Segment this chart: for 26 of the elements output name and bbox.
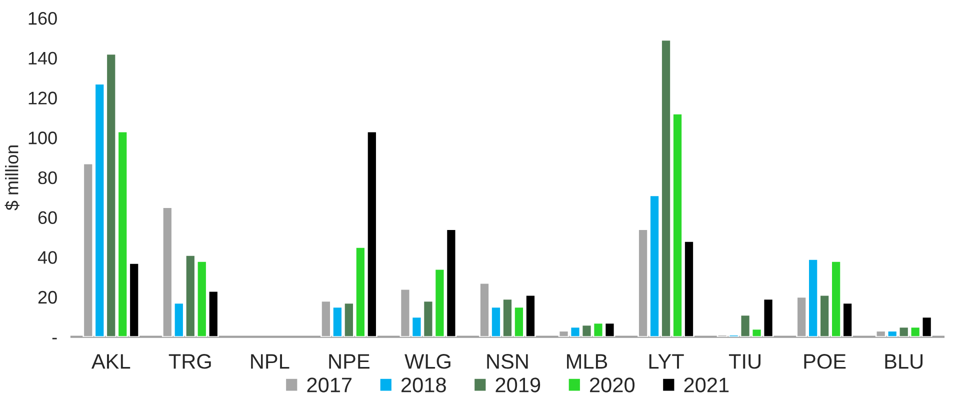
y-tick-label: 100 (28, 132, 57, 144)
x-tick-label: WLG (404, 354, 450, 369)
y-tick-label: 80 (38, 171, 57, 184)
y-tick-label: - (52, 338, 57, 340)
x-tick-label: AKL (91, 354, 130, 369)
y-tick-label: 20 (38, 290, 57, 304)
legend-label: 2017 (307, 378, 352, 392)
y-tick-label: 160 (28, 12, 57, 25)
x-tick-label: NSN (487, 354, 528, 369)
y-tick-label: 40 (38, 251, 57, 264)
x-tick-label: MLB (567, 354, 608, 369)
x-tick-label: NPE (329, 354, 370, 369)
x-tick-label: TIU (728, 354, 760, 369)
x-tick-label: BLU (885, 354, 922, 369)
x-tick-label: NPL (251, 354, 290, 369)
legend-label: 2019 (496, 378, 540, 392)
x-tick-label: TRG (168, 354, 211, 369)
y-tick-label: 60 (38, 211, 57, 224)
y-tick-label: 140 (28, 52, 57, 65)
legend-label: 2018 (402, 378, 446, 392)
legend-label: 2021 (684, 378, 729, 392)
y-tick-label: 120 (28, 92, 57, 104)
x-tick-label: POE (804, 354, 846, 369)
y-axis-title: $ million (4, 146, 20, 210)
x-tick-label: LYT (649, 354, 684, 369)
legend-label: 2020 (590, 378, 635, 392)
